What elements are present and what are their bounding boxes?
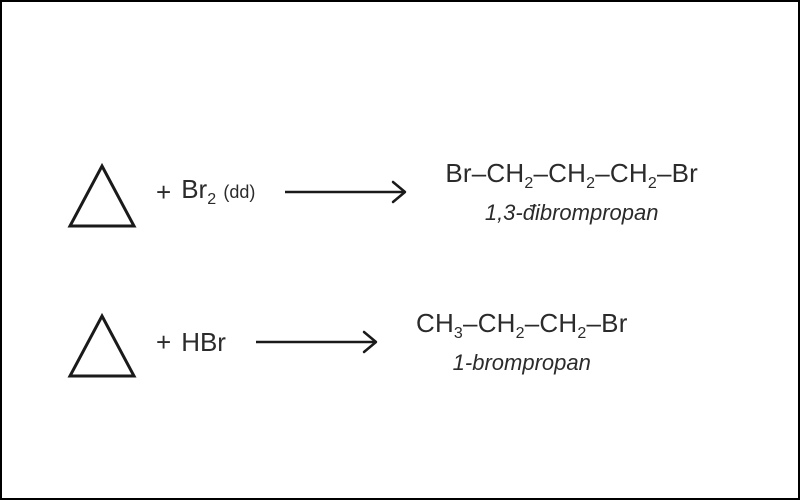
reagent-formula: HBr <box>181 327 226 358</box>
diagram-frame: + Br2 (dd) Br–CH2–CH2–CH2–Br 1,3-đibromprop… <box>0 0 800 500</box>
reaction-row: + Br2 (dd) Br–CH2–CH2–CH2–Br 1,3-đibromprop… <box>62 152 698 232</box>
product-formula: CH3–CH2–CH2–Br <box>416 308 628 343</box>
plus-sign: + <box>156 177 171 208</box>
plus-sign: + <box>156 327 171 358</box>
product-name: 1,3-đibrompropan <box>485 200 659 226</box>
reaction-row: + HBr CH3–CH2–CH2–Br 1-brompropan <box>62 302 628 382</box>
reaction-arrow-icon <box>254 330 388 354</box>
cyclopropane-triangle-icon <box>62 152 142 232</box>
reaction-arrow-icon <box>283 180 417 204</box>
reagent-formula: Br2 (dd) <box>181 174 255 209</box>
product-block: CH3–CH2–CH2–Br 1-brompropan <box>416 308 628 375</box>
cyclopropane-triangle-icon <box>62 302 142 382</box>
product-formula: Br–CH2–CH2–CH2–Br <box>445 158 698 193</box>
product-block: Br–CH2–CH2–CH2–Br 1,3-đibrompropan <box>445 158 698 225</box>
product-name: 1-brompropan <box>453 350 591 376</box>
